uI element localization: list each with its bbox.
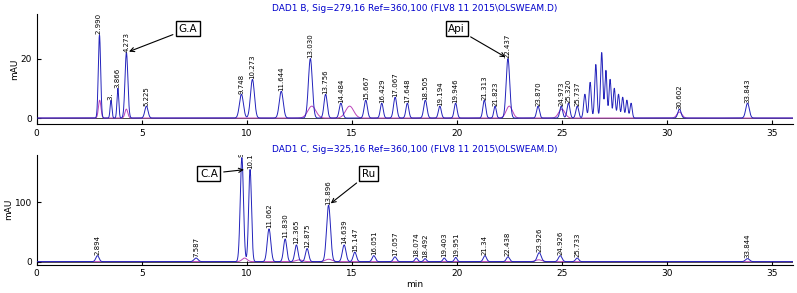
Text: 14.484: 14.484: [338, 78, 344, 103]
Text: 24.926: 24.926: [557, 231, 563, 255]
Text: 33.843: 33.843: [744, 78, 751, 103]
Text: 19.951: 19.951: [453, 232, 459, 257]
Text: 17.057: 17.057: [392, 232, 398, 256]
Text: 3.: 3.: [108, 79, 114, 100]
Text: 15.147: 15.147: [351, 227, 358, 252]
Text: 12.365: 12.365: [293, 220, 300, 244]
Text: 19.194: 19.194: [437, 81, 443, 105]
Text: Ru: Ru: [332, 168, 375, 203]
Text: 33.844: 33.844: [744, 234, 751, 258]
Text: 9.748: 9.748: [238, 74, 245, 94]
Text: 9.769: 9.769: [239, 137, 245, 157]
Text: 4.273: 4.273: [124, 32, 129, 52]
Y-axis label: mAU: mAU: [4, 199, 14, 220]
Text: 17.648: 17.648: [404, 78, 410, 103]
Text: 18.074: 18.074: [414, 233, 419, 258]
Text: 3.866: 3.866: [115, 67, 121, 88]
X-axis label: min: min: [406, 280, 423, 289]
Text: 16.429: 16.429: [379, 78, 385, 103]
Text: 11.644: 11.644: [278, 66, 285, 91]
Text: 30.602: 30.602: [677, 84, 682, 108]
Text: 19.946: 19.946: [453, 78, 458, 103]
Text: 15.667: 15.667: [363, 75, 369, 100]
Y-axis label: mAU: mAU: [10, 58, 19, 80]
Text: C.A: C.A: [200, 168, 243, 179]
Text: 25.737: 25.737: [575, 81, 580, 105]
Text: 10.273: 10.273: [249, 54, 256, 79]
Title: DAD1 B, Sig=279,16 Ref=360,100 (FLV8 11 2015\OLSWEAM.D): DAD1 B, Sig=279,16 Ref=360,100 (FLV8 11 …: [272, 4, 557, 13]
Title: DAD1 C, Sig=325,16 Ref=360,100 (FLV8 11 2015\OLSWEAM.D): DAD1 C, Sig=325,16 Ref=360,100 (FLV8 11 …: [272, 145, 557, 154]
Text: 17.067: 17.067: [392, 72, 398, 97]
Text: 14.639: 14.639: [341, 220, 347, 244]
Text: 7.587: 7.587: [193, 237, 199, 258]
Text: 2.990  1: 2.990 1: [96, 3, 103, 34]
Text: 25.320: 25.320: [566, 78, 571, 103]
Text: 12.875: 12.875: [304, 224, 310, 248]
Text: 23.926: 23.926: [536, 228, 542, 252]
Text: 21.313: 21.313: [481, 75, 487, 100]
Text: 16.051: 16.051: [371, 231, 377, 255]
Text: 10.16: 10.16: [247, 149, 253, 169]
Text: 13.756: 13.756: [323, 69, 328, 94]
Text: 11.062: 11.062: [266, 204, 272, 228]
Text: 22.438: 22.438: [505, 232, 511, 256]
Text: 11.830: 11.830: [282, 214, 289, 239]
Text: 21.34: 21.34: [482, 235, 488, 255]
Text: 23.870: 23.870: [535, 81, 541, 105]
Text: 24.973: 24.973: [558, 81, 564, 105]
Text: 13.896: 13.896: [325, 180, 332, 205]
Text: 25.733: 25.733: [574, 233, 580, 258]
Text: 21.823: 21.823: [492, 81, 498, 105]
Text: 22.437: 22.437: [505, 34, 511, 58]
Text: Api: Api: [449, 24, 505, 57]
Text: 5.225: 5.225: [143, 86, 149, 105]
Text: 13.030: 13.030: [308, 33, 313, 58]
Text: 2.894: 2.894: [95, 235, 100, 255]
Text: 18.505: 18.505: [422, 75, 428, 100]
Text: 19.403: 19.403: [442, 233, 447, 258]
Text: 18.492: 18.492: [422, 234, 428, 258]
Text: G.A: G.A: [130, 24, 197, 52]
